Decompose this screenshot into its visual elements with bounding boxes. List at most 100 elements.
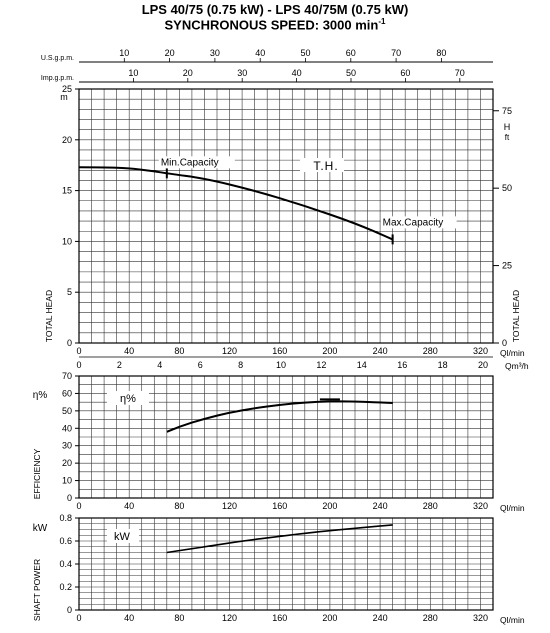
power-x-tick-label: 200 — [322, 613, 337, 623]
power-y-tick-label: 0.6 — [59, 536, 72, 546]
max-capacity-label: Max.Capacity — [383, 217, 444, 228]
efficiency-x-tick-label: 80 — [174, 501, 184, 511]
power-x-tick-label: 240 — [373, 613, 388, 623]
head-y-tick-label: 0 — [67, 338, 72, 348]
efficiency-x-tick-label: 0 — [76, 501, 81, 511]
usgpm-axis-label: U.S.g.p.m. — [41, 55, 74, 62]
qm3h-tick-label: 4 — [157, 360, 162, 370]
head-y-tick-label: 10 — [62, 236, 72, 246]
efficiency-y-tick-label: 40 — [62, 423, 72, 433]
head-panel-frame — [79, 89, 493, 343]
power-x-tick-label: 120 — [222, 613, 237, 623]
efficiency-x-tick-label: 200 — [322, 501, 337, 511]
efficiency-x-tick-label: 40 — [124, 501, 134, 511]
usgpm-tick-label: 50 — [300, 48, 310, 58]
head-right-tick-label: 25 — [502, 261, 512, 271]
head-x-tick-label: 240 — [373, 346, 388, 356]
qm3h-tick-label: 20 — [478, 360, 488, 370]
head-right-axis-title: TOTAL HEAD — [511, 290, 521, 342]
power-panel-grid — [79, 518, 493, 610]
head-curve-label: T.H. — [313, 159, 338, 173]
head-y-tick-label: 5 — [67, 287, 72, 297]
efficiency-y-axis-title: EFFICIENCY — [32, 448, 42, 499]
efficiency-y-tick-label: 60 — [62, 388, 72, 398]
power-y-tick-label: 0.8 — [59, 513, 72, 523]
efficiency-y-tick-label: 50 — [62, 406, 72, 416]
efficiency-y-tick-label: 70 — [62, 371, 72, 381]
power-x-tick-label: 160 — [272, 613, 287, 623]
head-y-tick-label: 20 — [62, 135, 72, 145]
usgpm-tick-label: 40 — [255, 48, 265, 58]
head-unit-ft-label: ft — [505, 133, 510, 142]
usgpm-tick-label: 30 — [210, 48, 220, 58]
power-x-tick-label: 320 — [473, 613, 488, 623]
qm3h-tick-label: 8 — [238, 360, 243, 370]
efficiency-x-tick-label: 160 — [272, 501, 287, 511]
qm3h-tick-label: 10 — [276, 360, 286, 370]
efficiency-x-tick-label: 240 — [373, 501, 388, 511]
impgpm-tick-label: 50 — [346, 68, 356, 78]
efficiency-y-tick-label: 0 — [67, 493, 72, 503]
head-x-tick-label: 0 — [76, 346, 81, 356]
impgpm-tick-label: 70 — [455, 68, 465, 78]
power-y-tick-label: 0.2 — [59, 582, 72, 592]
efficiency-y-tick-label: 10 — [62, 476, 72, 486]
head-x-tick-label: 80 — [174, 346, 184, 356]
head-x-tick-label: 320 — [473, 346, 488, 356]
usgpm-tick-label: 10 — [119, 48, 129, 58]
head-curve-line — [79, 167, 393, 239]
impgpm-tick-label: 40 — [292, 68, 302, 78]
power-x-tick-label: 80 — [174, 613, 184, 623]
qm3h-tick-label: 16 — [397, 360, 407, 370]
head-x-tick-label: 40 — [124, 346, 134, 356]
impgpm-tick-label: 10 — [128, 68, 138, 78]
head-panel-grid — [79, 89, 493, 343]
impgpm-tick-label: 60 — [400, 68, 410, 78]
power-y-tick-label: 0.4 — [59, 559, 72, 569]
power-curve-label: kW — [114, 531, 131, 543]
efficiency-x-tick-label: 320 — [473, 501, 488, 511]
qm3h-unit-label: Qm³/h — [505, 361, 529, 371]
power-x-tick-label: 0 — [76, 613, 81, 623]
qm3h-tick-label: 0 — [76, 360, 81, 370]
efficiency-curve-label: η% — [120, 393, 136, 405]
power-x-unit-label: Ql/min — [500, 615, 525, 625]
head-x-tick-label: 160 — [272, 346, 287, 356]
power-x-tick-label: 40 — [124, 613, 134, 623]
qm3h-tick-label: 2 — [117, 360, 122, 370]
power-y-axis-title: SHAFT POWER — [32, 559, 42, 621]
head-x-unit-label: Ql/min — [500, 348, 525, 358]
efficiency-x-unit-label: Ql/min — [500, 503, 525, 513]
head-unit-m-label: m — [60, 92, 68, 102]
head-right-tick-label: 50 — [502, 183, 512, 193]
qm3h-tick-label: 12 — [316, 360, 326, 370]
efficiency-x-tick-label: 280 — [423, 501, 438, 511]
power-y-tick-label: 0 — [67, 605, 72, 615]
qm3h-tick-label: 18 — [438, 360, 448, 370]
usgpm-tick-label: 80 — [436, 48, 446, 58]
impgpm-axis-label: Imp.g.p.m. — [41, 75, 74, 82]
head-y-axis-title: TOTAL HEAD — [44, 290, 54, 342]
usgpm-tick-label: 20 — [165, 48, 175, 58]
head-y-tick-label: 15 — [62, 186, 72, 196]
impgpm-tick-label: 20 — [183, 68, 193, 78]
usgpm-tick-label: 70 — [391, 48, 401, 58]
head-right-tick-label: 75 — [502, 106, 512, 116]
qm3h-tick-label: 6 — [198, 360, 203, 370]
efficiency-y-tick-label: 20 — [62, 458, 72, 468]
usgpm-tick-label: 60 — [346, 48, 356, 58]
min-capacity-label: Min.Capacity — [161, 157, 219, 168]
head-unit-ft-label-h: H — [504, 122, 511, 132]
efficiency-y-tick-label: 30 — [62, 441, 72, 451]
head-x-tick-label: 120 — [222, 346, 237, 356]
power-unit-label: kW — [33, 523, 48, 534]
qm3h-tick-label: 14 — [357, 360, 367, 370]
impgpm-tick-label: 30 — [237, 68, 247, 78]
head-right-tick-label: 0 — [502, 338, 507, 348]
head-x-tick-label: 280 — [423, 346, 438, 356]
power-x-tick-label: 280 — [423, 613, 438, 623]
efficiency-x-tick-label: 120 — [222, 501, 237, 511]
efficiency-unit-label: η% — [33, 390, 48, 401]
head-x-tick-label: 200 — [322, 346, 337, 356]
